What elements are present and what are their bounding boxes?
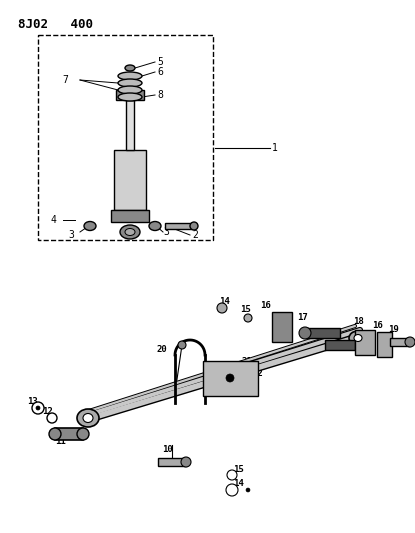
Circle shape — [217, 303, 227, 313]
Text: 17: 17 — [317, 328, 327, 337]
Text: 9: 9 — [175, 385, 181, 394]
Bar — [355, 330, 375, 355]
Bar — [55, 428, 83, 440]
Ellipse shape — [118, 72, 142, 80]
Ellipse shape — [118, 93, 142, 101]
Circle shape — [226, 484, 238, 496]
Bar — [158, 458, 186, 466]
Text: 3: 3 — [68, 230, 74, 240]
Circle shape — [244, 314, 252, 322]
Ellipse shape — [190, 222, 198, 230]
Text: 19: 19 — [388, 326, 398, 335]
Bar — [377, 332, 392, 357]
Bar — [165, 223, 193, 229]
Ellipse shape — [84, 222, 96, 230]
Text: 12: 12 — [42, 408, 52, 416]
Bar — [203, 361, 258, 396]
Bar — [325, 340, 355, 350]
Text: 10: 10 — [161, 446, 172, 455]
Text: 8J02   400: 8J02 400 — [18, 18, 93, 31]
Text: 21: 21 — [242, 358, 252, 367]
Text: 17: 17 — [297, 312, 308, 321]
Circle shape — [227, 470, 237, 480]
Ellipse shape — [349, 331, 367, 345]
Text: 16: 16 — [260, 302, 271, 311]
Text: 7: 7 — [62, 75, 68, 85]
Text: 13: 13 — [27, 397, 37, 406]
Circle shape — [32, 402, 44, 414]
Circle shape — [299, 327, 311, 339]
Text: 15: 15 — [239, 304, 250, 313]
Ellipse shape — [83, 414, 93, 423]
Bar — [116, 90, 144, 100]
Bar — [111, 210, 149, 222]
Ellipse shape — [118, 86, 142, 94]
Ellipse shape — [354, 335, 362, 342]
Text: 8: 8 — [157, 90, 163, 100]
Text: 22: 22 — [253, 369, 264, 378]
Bar — [114, 150, 146, 210]
Text: 15: 15 — [233, 464, 243, 473]
Bar — [272, 312, 292, 342]
Text: 6: 6 — [157, 67, 163, 77]
Ellipse shape — [120, 225, 140, 239]
Ellipse shape — [149, 222, 161, 230]
Text: 11: 11 — [55, 438, 66, 447]
Bar — [126, 100, 134, 150]
Text: 1: 1 — [272, 143, 278, 153]
Text: 14: 14 — [233, 479, 243, 488]
Text: 14: 14 — [219, 297, 229, 306]
Ellipse shape — [125, 229, 135, 236]
Ellipse shape — [77, 409, 99, 427]
Text: 3: 3 — [163, 227, 169, 237]
Circle shape — [181, 457, 191, 467]
Text: 18: 18 — [353, 318, 364, 327]
Text: 5: 5 — [157, 57, 163, 67]
Ellipse shape — [77, 428, 89, 440]
Bar — [305, 328, 340, 338]
Ellipse shape — [118, 79, 142, 87]
Circle shape — [47, 413, 57, 423]
Circle shape — [178, 341, 186, 349]
Ellipse shape — [125, 65, 135, 71]
Bar — [390, 338, 410, 346]
Circle shape — [36, 406, 40, 410]
Text: 20: 20 — [156, 345, 167, 354]
Text: 16: 16 — [371, 320, 382, 329]
Text: 2: 2 — [192, 230, 198, 240]
Circle shape — [246, 488, 250, 492]
Circle shape — [226, 374, 234, 382]
Text: 4: 4 — [50, 215, 56, 225]
Ellipse shape — [49, 428, 61, 440]
Circle shape — [405, 337, 415, 347]
